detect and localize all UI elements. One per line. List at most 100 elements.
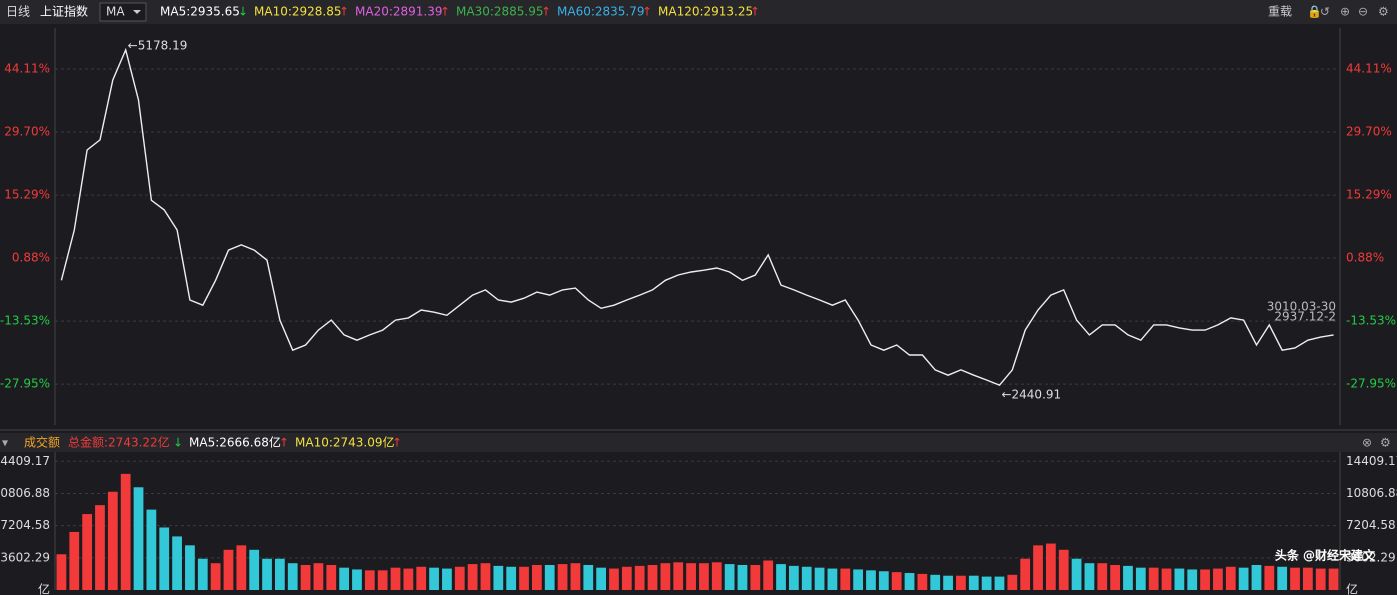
volume-bar: [300, 564, 311, 590]
indicator-select[interactable]: [99, 2, 147, 22]
volume-bar: [968, 575, 979, 590]
volume-bar: [274, 558, 285, 590]
zoom-in-icon[interactable]: ⊕: [1340, 5, 1350, 19]
volume-bar: [943, 575, 953, 590]
volume-bar: [1328, 568, 1339, 590]
volume-bar: [416, 566, 427, 590]
volume-bar: [904, 573, 915, 590]
low-annotation: ←2440.91: [1001, 388, 1061, 402]
volume-bar: [776, 564, 786, 590]
y-tick-label: 29.70%: [4, 125, 50, 139]
undo-icon[interactable]: ↺: [1320, 5, 1330, 19]
volume-bar: [750, 564, 761, 590]
y-tick-label-right: -27.95%: [1346, 377, 1396, 391]
volume-bar: [185, 545, 195, 590]
trend-arrow: ↑: [750, 5, 760, 19]
toolbar: [0, 0, 1397, 24]
volume-bar: [1213, 568, 1223, 590]
y-tick-label-right: 29.70%: [1346, 125, 1392, 139]
volume-bar: [1161, 568, 1172, 590]
volume-bar: [788, 565, 799, 590]
volume-bar: [763, 560, 774, 590]
settings-icon[interactable]: ⚙: [1378, 5, 1389, 19]
volume-bar: [326, 564, 337, 590]
volume-bar: [917, 573, 928, 590]
trend-arrow: ↑: [279, 436, 289, 450]
volume-bar: [1123, 565, 1133, 590]
y-tick-label-right: 44.11%: [1346, 62, 1392, 76]
volume-bar: [621, 566, 632, 590]
last-price-label: 3010.03-30: [1267, 299, 1336, 313]
volume-bar: [1225, 566, 1236, 590]
y-tick-label: -13.53%: [0, 314, 50, 328]
volume-bar: [724, 564, 735, 590]
reload-button[interactable]: 重载: [1268, 5, 1292, 19]
volume-bar: [454, 566, 465, 590]
volume-bar: [262, 558, 272, 590]
indicator-value: MA10:2928.85: [254, 5, 342, 19]
indicator-value: MA5:2935.65: [160, 5, 240, 19]
y-tick-label-right: 亿: [1346, 582, 1358, 595]
volume-bar: [827, 568, 838, 590]
dropdown-arrow[interactable]: [133, 10, 141, 14]
volume-bar: [1174, 568, 1185, 590]
volume-bar: [557, 564, 568, 590]
indicator-value: MA60:2835.79: [557, 5, 645, 19]
volume-bar: [1302, 567, 1313, 590]
volume-bar: [673, 562, 684, 590]
volume-bar: [1110, 564, 1121, 590]
close-icon[interactable]: ⊗: [1362, 436, 1372, 450]
volume-bar: [120, 473, 131, 590]
volume-bar: [1135, 567, 1146, 590]
indicator-value: MA10:2743.09亿: [295, 435, 395, 450]
volume-bar: [1045, 543, 1056, 590]
y-tick-label-right: 15.29%: [1346, 188, 1392, 202]
trend-arrow: ↑: [541, 5, 551, 19]
volume-bar: [981, 576, 992, 590]
volume-bar: [737, 564, 748, 590]
volume-bar: [506, 566, 517, 590]
volume-bar: [493, 565, 504, 590]
volume-bar: [930, 574, 941, 590]
volume-bar: [69, 531, 80, 590]
volume-bar: [82, 514, 93, 590]
volume-bar: [1251, 564, 1262, 590]
volume-bar: [570, 563, 581, 590]
volume-bar: [236, 545, 247, 590]
volume-bar: [95, 505, 105, 590]
volume-settings-icon[interactable]: ⚙: [1380, 436, 1391, 450]
volume-bar: [159, 527, 170, 590]
y-tick-label: -27.95%: [0, 377, 50, 391]
volume-bar: [878, 571, 889, 590]
volume-bar: [1033, 545, 1043, 590]
volume-bar: [249, 549, 260, 590]
volume-bar: [583, 564, 594, 590]
volume-bar: [313, 563, 324, 590]
volume-bar: [647, 564, 658, 590]
indicator-name[interactable]: MA: [106, 5, 125, 19]
volume-bar: [1097, 563, 1108, 590]
volume-bar: [634, 565, 645, 590]
zoom-out-icon[interactable]: ⊖: [1358, 5, 1368, 19]
volume-bar: [686, 563, 696, 590]
period-tab[interactable]: 日线: [6, 5, 30, 19]
volume-bar: [596, 567, 607, 590]
volume-bar: [699, 563, 709, 590]
volume-bar: [1084, 563, 1095, 590]
volume-bar: [711, 562, 722, 590]
volume-bar: [429, 567, 439, 590]
volume-bar: [480, 563, 491, 590]
y-tick-label-right: 7204.58: [1346, 518, 1396, 532]
volume-bar: [1187, 569, 1198, 590]
volume-bar: [377, 570, 388, 590]
trend-arrow: ↓: [173, 436, 183, 450]
symbol-name: 上证指数: [40, 4, 88, 19]
lock-icon[interactable]: 🔒: [1307, 5, 1322, 19]
y-tick-label: 10806.88: [0, 486, 50, 500]
trend-arrow: ↑: [642, 5, 652, 19]
indicator-value: MA5:2666.68亿: [189, 435, 281, 450]
volume-bar: [403, 568, 414, 590]
y-tick-label-right: 10806.88: [1346, 486, 1397, 500]
volume-bar: [1148, 567, 1159, 590]
collapse-icon[interactable]: ▾: [2, 436, 8, 450]
